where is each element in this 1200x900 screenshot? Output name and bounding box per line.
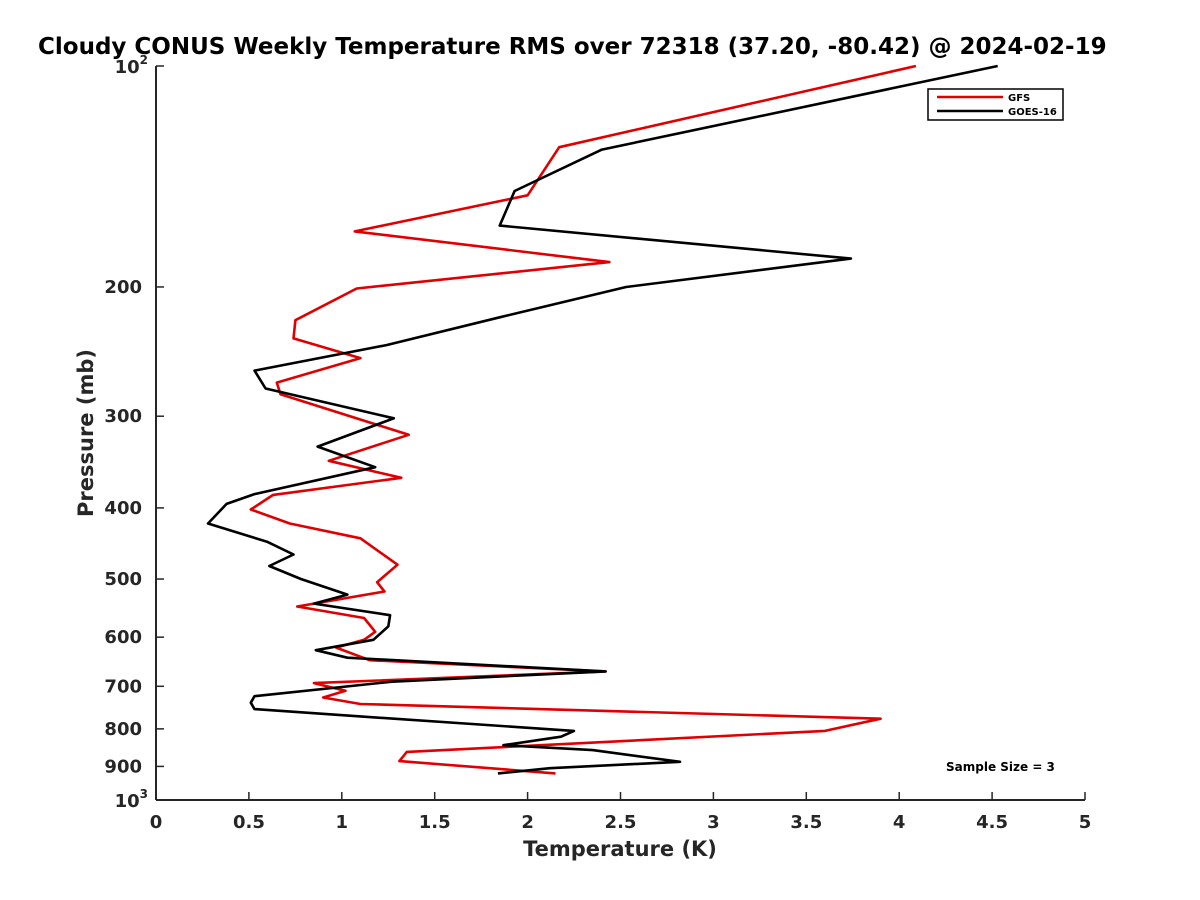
chart-title: Cloudy CONUS Weekly Temperature RMS over… <box>38 34 1107 60</box>
y-tick-label: 800 <box>104 719 142 740</box>
axes-layer: 0 0.5 1 1.5 2 2.5 3 3.5 4 4.5 5 102 103 200 300 400 500 6… <box>104 53 1091 833</box>
plot-background <box>156 66 1085 800</box>
sample-size-annotation: Sample Size = 3 <box>946 760 1055 774</box>
x-tick-label: 4.5 <box>976 812 1008 833</box>
y-tick-label: 300 <box>104 406 142 427</box>
y-tick-label: 103 <box>115 787 148 812</box>
plot-area <box>156 66 1085 800</box>
x-tick-label: 2.5 <box>605 812 637 833</box>
y-axis-label: Pressure (mb) <box>74 349 98 517</box>
legend-box <box>927 88 1064 121</box>
x-tick-label: 2 <box>521 812 534 833</box>
legend-label: GFS <box>1008 93 1030 104</box>
x-tick-label: 0.5 <box>233 812 265 833</box>
x-axis-label: Temperature (K) <box>523 837 717 861</box>
series-layer <box>206 64 998 775</box>
x-tick-label: 3 <box>707 812 720 833</box>
y-tick-label: 900 <box>104 756 142 777</box>
legend-label: GOES-16 <box>1008 107 1057 118</box>
y-tick-label: 500 <box>104 569 142 590</box>
y-tick-label: 400 <box>104 498 142 519</box>
x-tick-label: 1 <box>336 812 349 833</box>
x-tick-label: 0 <box>150 812 163 833</box>
legend: GFS GOES-16 <box>927 88 1064 121</box>
y-tick-label: 700 <box>104 676 142 697</box>
y-tick-label: 102 <box>115 53 148 78</box>
y-tick-label: 200 <box>104 277 142 298</box>
x-tick-label: 5 <box>1079 812 1092 833</box>
series-line-gfs <box>249 64 917 775</box>
x-tick-label: 4 <box>893 812 906 833</box>
series-line-goes-16 <box>206 64 998 775</box>
x-tick-label: 3.5 <box>790 812 822 833</box>
y-tick-label: 600 <box>104 627 142 648</box>
x-tick-label: 1.5 <box>419 812 451 833</box>
